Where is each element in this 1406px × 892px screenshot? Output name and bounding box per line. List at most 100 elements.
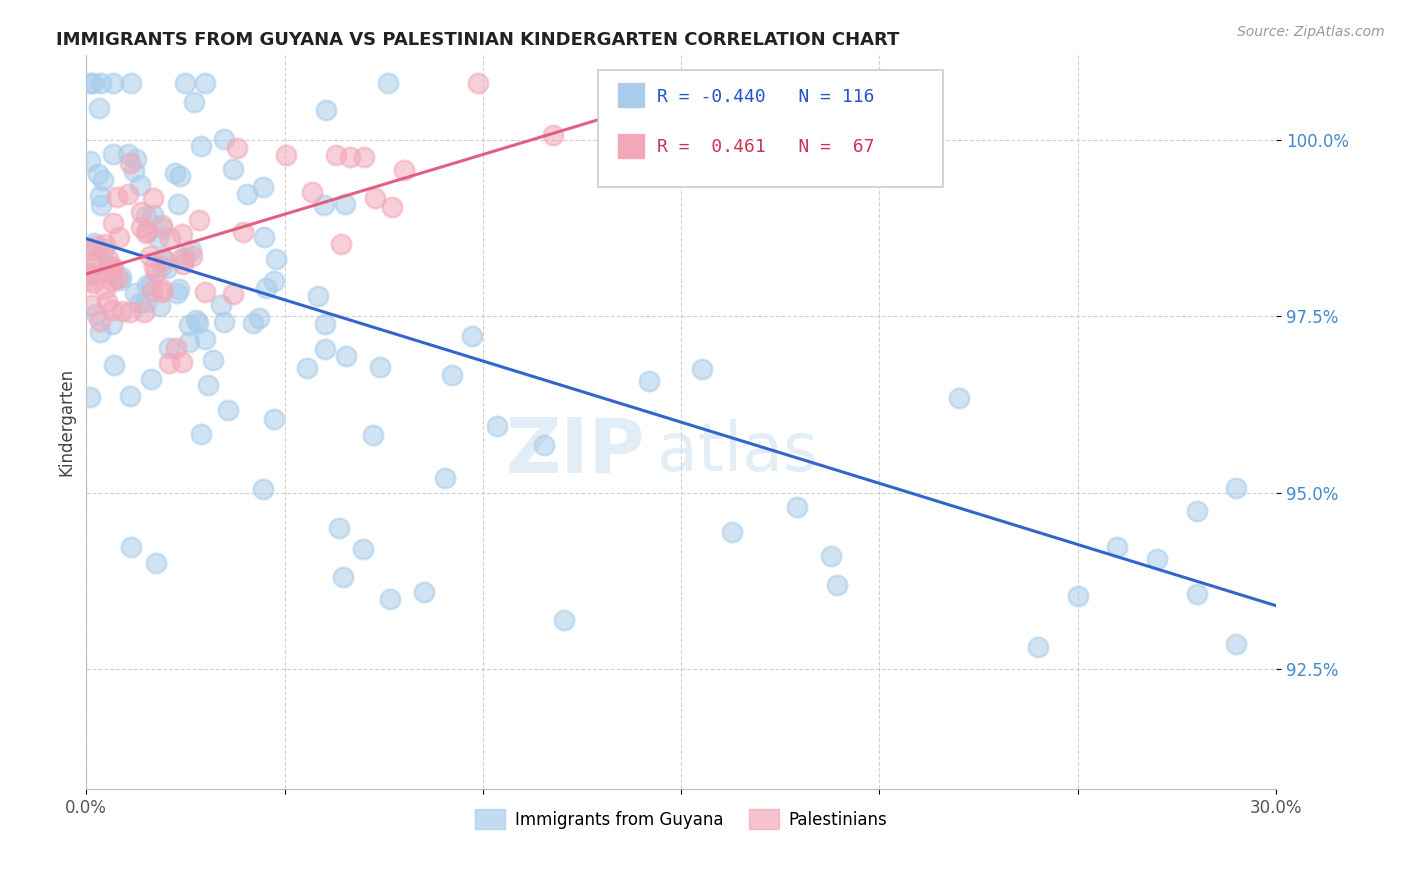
Point (89, 189, 111, 203)
Point (79, 243, 101, 257)
Point (84, 253, 107, 268)
FancyBboxPatch shape (619, 83, 644, 106)
Point (111, 303, 134, 318)
Point (307, 289, 329, 303)
Point (412, 584, 434, 599)
Point (173, 76, 195, 90)
Point (101, 216, 124, 230)
Point (236, 186, 259, 201)
Point (1067, 589, 1090, 603)
Point (609, 145, 631, 159)
Point (361, 428, 384, 442)
Text: R =  0.461   N =  67: R = 0.461 N = 67 (658, 138, 875, 156)
Point (166, 285, 188, 300)
Point (135, 295, 157, 310)
Point (1026, 640, 1049, 654)
Point (142, 191, 165, 205)
Point (172, 227, 194, 241)
Point (820, 549, 842, 564)
Point (232, 225, 254, 239)
Point (134, 304, 156, 318)
Point (264, 252, 287, 266)
Point (150, 221, 173, 235)
Point (117, 187, 139, 202)
Point (157, 356, 180, 370)
Point (352, 542, 374, 557)
Point (150, 260, 173, 274)
Point (82, 276, 104, 290)
Point (1225, 637, 1247, 651)
Point (467, 76, 489, 90)
Point (184, 313, 207, 327)
Point (87, 167, 110, 181)
Point (150, 219, 173, 233)
Point (314, 198, 336, 212)
Point (79, 154, 101, 169)
Point (89, 101, 111, 115)
Point (135, 226, 157, 240)
Point (1107, 540, 1129, 554)
Point (138, 249, 160, 263)
Point (263, 274, 285, 288)
Point (150, 285, 173, 300)
Point (128, 178, 150, 193)
Point (141, 284, 163, 298)
Point (94, 282, 117, 296)
Text: R = -0.440   N = 116: R = -0.440 N = 116 (658, 88, 875, 106)
Point (314, 342, 336, 356)
Point (157, 342, 180, 356)
Point (623, 76, 645, 90)
Point (368, 360, 391, 375)
Point (392, 162, 415, 177)
Text: Source: ZipAtlas.com: Source: ZipAtlas.com (1237, 25, 1385, 39)
Point (94, 237, 117, 252)
Point (543, 128, 565, 142)
Point (96, 295, 118, 310)
Point (201, 353, 224, 368)
FancyBboxPatch shape (619, 135, 644, 158)
Point (187, 212, 209, 227)
Point (118, 305, 141, 319)
Point (84, 307, 107, 321)
Point (263, 411, 285, 425)
Point (125, 152, 148, 166)
Point (1225, 481, 1247, 495)
Point (339, 150, 361, 164)
Point (209, 298, 232, 312)
Point (720, 525, 742, 540)
Point (163, 166, 186, 180)
Point (1185, 587, 1208, 601)
Point (100, 318, 122, 332)
Point (170, 355, 193, 369)
Text: atlas: atlas (658, 418, 818, 484)
Point (82, 76, 104, 90)
Point (120, 389, 142, 403)
Point (136, 224, 159, 238)
Point (252, 482, 274, 496)
Point (97, 252, 120, 266)
Point (460, 328, 482, 343)
Point (124, 286, 146, 301)
Point (120, 156, 142, 170)
Point (84, 239, 107, 253)
Point (212, 132, 235, 146)
Point (217, 402, 239, 417)
Point (143, 260, 166, 274)
Point (79, 390, 101, 404)
Point (135, 209, 157, 223)
Point (335, 349, 357, 363)
Point (333, 197, 356, 211)
Point (485, 419, 508, 434)
Point (194, 76, 217, 90)
Point (254, 280, 277, 294)
Point (103, 260, 125, 274)
Point (295, 361, 318, 376)
Point (105, 270, 128, 285)
Point (353, 150, 375, 164)
Point (79, 266, 101, 280)
Point (159, 231, 181, 245)
Point (440, 368, 463, 383)
Point (381, 200, 404, 214)
Point (314, 318, 336, 332)
Point (301, 185, 323, 199)
